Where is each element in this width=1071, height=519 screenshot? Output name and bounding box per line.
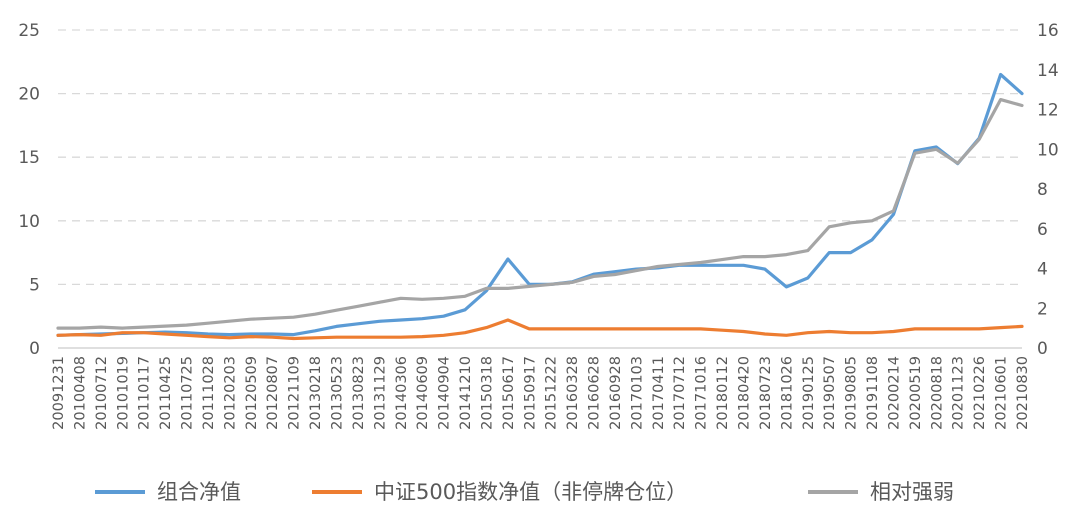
x-tick-label: 20180723 bbox=[758, 356, 774, 430]
x-tick-label: 20110725 bbox=[180, 356, 196, 430]
x-tick-label: 20151222 bbox=[544, 356, 560, 430]
x-tick-label: 20150917 bbox=[522, 356, 538, 430]
series-line bbox=[56, 318, 1024, 341]
legend: 组合净值 中证500指数净值（非停牌仓位） 相对强弱 bbox=[95, 480, 954, 504]
x-tick-label: 20110425 bbox=[158, 356, 174, 430]
x-tick-label: 20140904 bbox=[437, 356, 453, 430]
y-right-tick-label: 10 bbox=[1037, 140, 1059, 160]
x-tick-label: 20191108 bbox=[865, 356, 881, 430]
x-tick-label: 20170411 bbox=[651, 356, 667, 430]
y-right-tick-label: 4 bbox=[1037, 260, 1048, 280]
x-tick-label: 20150318 bbox=[479, 356, 495, 430]
x-tick-label: 20200519 bbox=[908, 356, 924, 430]
x-tick-label: 20210226 bbox=[972, 356, 988, 430]
x-tick-label: 20180420 bbox=[737, 356, 753, 430]
x-tick-label: 20110117 bbox=[137, 356, 153, 430]
grid-lines bbox=[58, 29, 1022, 286]
y-left-tick-label: 15 bbox=[18, 148, 40, 168]
y-left-tick-label: 20 bbox=[18, 85, 40, 105]
y-left-tick-label: 25 bbox=[18, 21, 40, 41]
x-tick-label: 20171016 bbox=[694, 356, 710, 430]
series-line bbox=[56, 97, 1024, 330]
x-tick-label: 20100712 bbox=[94, 356, 110, 430]
legend-label: 中证500指数净值（非停牌仓位） bbox=[374, 480, 687, 504]
y-right-tick-label: 8 bbox=[1037, 180, 1048, 200]
x-tick-label: 20190125 bbox=[801, 356, 817, 430]
x-tick-label: 20170712 bbox=[672, 356, 688, 430]
y-left-tick-label: 5 bbox=[29, 275, 40, 295]
x-tick-label: 20121109 bbox=[287, 356, 303, 430]
x-tick-label: 20170103 bbox=[629, 356, 645, 430]
x-tick-label: 20100408 bbox=[72, 356, 88, 430]
legend-label: 组合净值 bbox=[157, 480, 241, 504]
x-tick-label: 20160928 bbox=[608, 356, 624, 430]
x-tick-label: 20120203 bbox=[222, 356, 238, 430]
x-tick-label: 20120807 bbox=[265, 356, 281, 430]
x-tick-label: 20111028 bbox=[201, 356, 217, 430]
y-left-tick-label: 0 bbox=[29, 339, 40, 359]
y-right-tick-label: 14 bbox=[1037, 61, 1059, 81]
x-tick-label: 20141210 bbox=[458, 356, 474, 430]
x-tick-label: 20180112 bbox=[715, 356, 731, 430]
x-tick-label: 20140306 bbox=[394, 356, 410, 430]
x-tick-label: 20101019 bbox=[115, 356, 131, 430]
x-tick-label: 20200818 bbox=[929, 356, 945, 430]
x-axis: 20091231 20100408 20100712 20101019 20110117… bbox=[51, 347, 1031, 430]
x-tick-label: 20160628 bbox=[587, 356, 603, 430]
x-tick-label: 20130823 bbox=[351, 356, 367, 430]
x-tick-label: 20150617 bbox=[501, 356, 517, 430]
x-tick-label: 20190805 bbox=[844, 356, 860, 430]
x-tick-label: 20131129 bbox=[372, 356, 388, 430]
x-tick-label: 20091231 bbox=[51, 356, 67, 430]
x-tick-label: 20140609 bbox=[415, 356, 431, 430]
x-tick-label: 20201123 bbox=[951, 356, 967, 430]
right-y-axis: 0 2 4 6 8 10 12 14 16 bbox=[1037, 21, 1059, 359]
y-right-tick-label: 0 bbox=[1037, 339, 1048, 359]
x-tick-label: 20210830 bbox=[1015, 356, 1031, 430]
series-line bbox=[56, 72, 1024, 337]
series-lines bbox=[56, 72, 1024, 341]
x-tick-label: 20120509 bbox=[244, 356, 260, 430]
y-right-tick-label: 12 bbox=[1037, 101, 1059, 121]
y-right-tick-label: 2 bbox=[1037, 299, 1048, 319]
x-tick-label: 20181026 bbox=[779, 356, 795, 430]
x-tick-label: 20130523 bbox=[329, 356, 345, 430]
y-left-tick-label: 10 bbox=[18, 212, 40, 232]
y-right-tick-label: 6 bbox=[1037, 220, 1048, 240]
x-tick-label: 20160328 bbox=[565, 356, 581, 430]
left-y-axis: 0 5 10 15 20 25 bbox=[18, 21, 40, 359]
y-right-tick-label: 16 bbox=[1037, 21, 1059, 41]
x-tick-label: 20190507 bbox=[822, 356, 838, 430]
legend-label: 相对强弱 bbox=[870, 480, 954, 504]
x-tick-label: 20130218 bbox=[308, 356, 324, 430]
x-tick-label: 20210601 bbox=[994, 356, 1010, 430]
x-tick-label: 20200214 bbox=[886, 356, 902, 430]
